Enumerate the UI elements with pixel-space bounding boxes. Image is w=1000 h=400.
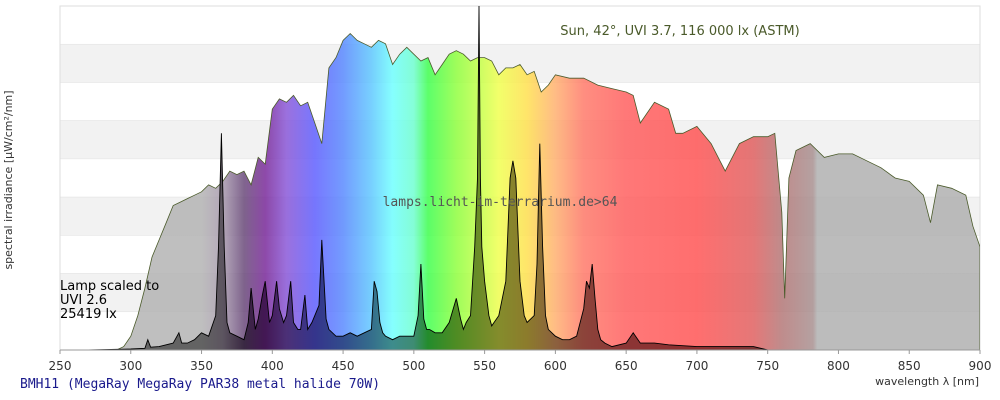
lamp-label-line-2: UVI 2.6: [60, 293, 107, 308]
lamp-label-line-3: 25419 lx: [60, 307, 117, 322]
sun-spectrum-area: [116, 32, 980, 350]
x-tick-label: 400: [261, 359, 284, 373]
x-axis-label: wavelength λ [nm]: [875, 375, 979, 388]
y-axis-label: spectral irradiance [µW/cm²/nm]: [2, 90, 15, 269]
lamp-label-line-1: Lamp scaled to: [60, 279, 159, 294]
x-axis-ticks: 250 300 350 400 450 500 550 600 650 700 750 800 850 9…: [49, 350, 992, 373]
x-tick-label: 650: [615, 359, 638, 373]
watermark-text: lamps.licht-im-terrarium.de>64: [383, 195, 618, 210]
x-tick-label: 300: [119, 359, 142, 373]
x-tick-label: 750: [756, 359, 779, 373]
sun-series-label: Sun, 42°, UVI 3.7, 116 000 lx (ASTM): [560, 24, 799, 39]
x-tick-label: 850: [898, 359, 921, 373]
lamp-spectrum-area: [88, 6, 768, 350]
lamp-caption: BMH11 (MegaRay MegaRay PAR38 metal halid…: [20, 377, 381, 392]
x-tick-label: 250: [49, 359, 72, 373]
x-tick-label: 700: [685, 359, 708, 373]
x-tick-label: 600: [544, 359, 567, 373]
x-tick-label: 550: [473, 359, 496, 373]
x-tick-label: 500: [402, 359, 425, 373]
grid-band: [59, 5, 981, 45]
x-tick-label: 800: [827, 359, 850, 373]
x-tick-label: 450: [332, 359, 355, 373]
lamp-series-label: Lamp scaled to UVI 2.6 25419 lx: [60, 279, 163, 322]
x-tick-label: 350: [190, 359, 213, 373]
x-tick-label: 900: [969, 359, 992, 373]
